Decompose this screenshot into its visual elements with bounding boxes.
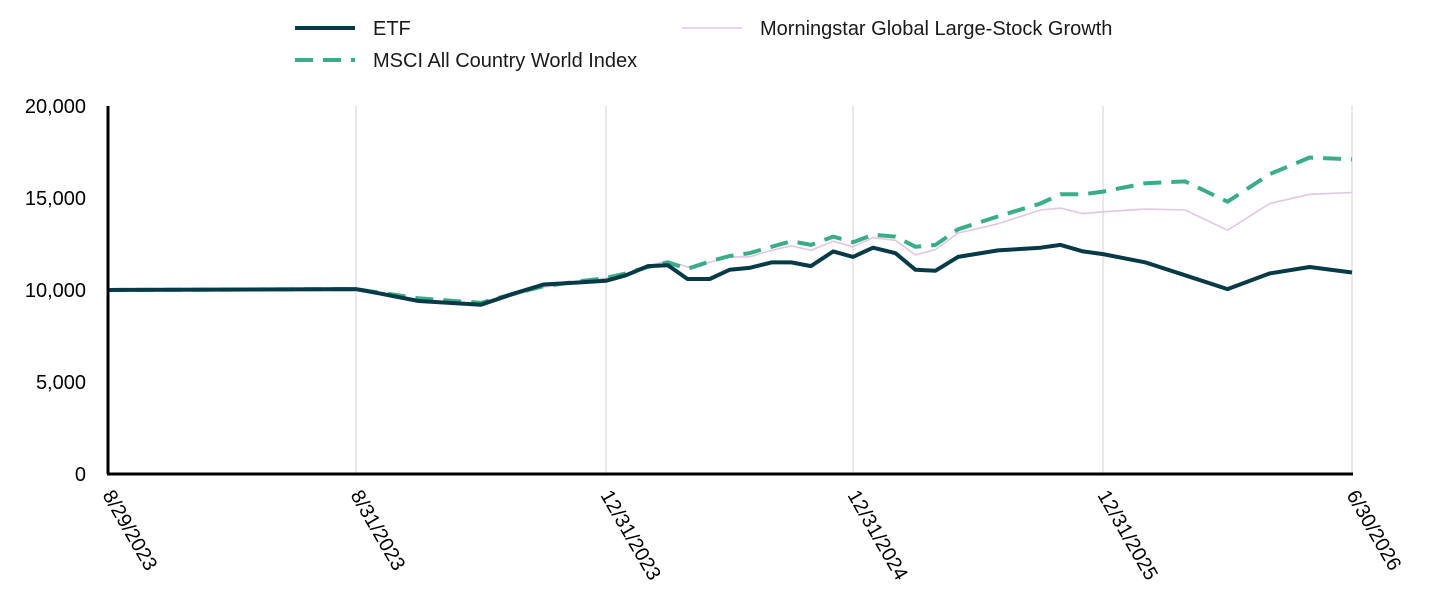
y-tick-label: 20,000	[25, 96, 86, 118]
legend-label-etf: ETF	[373, 18, 411, 40]
x-tick-labels: 8/29/2023 8/31/2023 12/31/2023 12/31/2024 12…	[98, 487, 1406, 585]
x-tick-label: 12/31/2024	[843, 487, 912, 585]
y-tick-label: 5,000	[36, 372, 86, 394]
series-line-morningstar	[107, 191, 1353, 307]
series-line-msci	[107, 155, 1353, 305]
x-tick-label: 8/31/2023	[346, 487, 410, 575]
y-tick-labels: 0 5,000 10,000 15,000 20,000	[25, 96, 86, 486]
y-tick-label: 10,000	[25, 280, 86, 302]
grid-lines	[355, 106, 1353, 474]
legend-label-morningstar: Morningstar Global Large-Stock Growth	[760, 18, 1112, 40]
y-tick-label: 15,000	[25, 188, 86, 210]
y-tick-label: 0	[75, 464, 86, 486]
x-tick-label: 8/29/2023	[98, 487, 162, 575]
legend: ETF MSCI All Country World Index Morning…	[295, 18, 1112, 72]
series-lines	[107, 155, 1353, 307]
series-line-etf	[107, 242, 1353, 307]
x-tick-label: 12/31/2025	[1093, 487, 1162, 585]
x-tick-label: 6/30/2026	[1342, 487, 1406, 575]
axes	[106, 106, 1353, 476]
x-tick-label: 12/31/2023	[596, 487, 665, 585]
legend-label-msci: MSCI All Country World Index	[373, 50, 637, 72]
